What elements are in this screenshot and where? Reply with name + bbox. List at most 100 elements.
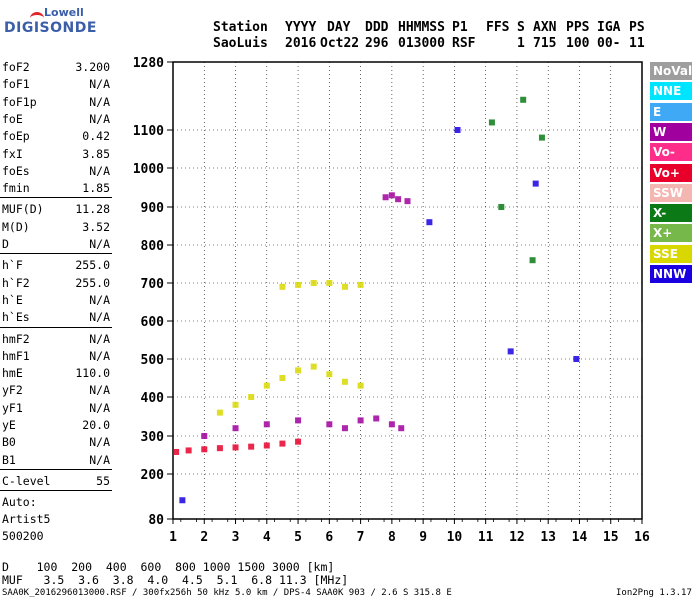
echo-point	[232, 444, 239, 451]
legend-item: SSE	[650, 244, 692, 263]
echo-point	[216, 445, 223, 452]
parameter-row: h`F 255.0	[2, 258, 110, 273]
plot-frame	[172, 61, 643, 520]
parameter-value: N/A	[89, 452, 110, 467]
parameter-name: h`F2	[2, 275, 30, 290]
x-tick-label: 7	[357, 530, 365, 545]
parameter-row: h`Es N/A	[2, 310, 110, 325]
header-label: PPS	[566, 20, 590, 35]
parameter-separator	[0, 253, 112, 255]
parameter-row: yF2 N/A	[2, 383, 110, 398]
parameter-separator	[0, 197, 112, 199]
echo-point	[310, 280, 317, 286]
header-value: 715	[533, 36, 557, 51]
parameter-separator	[0, 468, 112, 470]
x-tick-label: 10	[447, 530, 463, 545]
parameter-row: M(D) 3.52	[2, 220, 110, 235]
header-label: AXN	[533, 20, 557, 35]
autoscaling-text: Artist5	[2, 512, 51, 527]
x-tick-label: 8	[388, 530, 396, 545]
parameter-name: hmF2	[2, 331, 30, 346]
echo-point	[357, 281, 364, 288]
header-value: 296	[365, 36, 389, 51]
parameter-value: 1.85	[82, 181, 110, 196]
x-tick-label: 5	[294, 530, 302, 545]
parameter-row: h`E N/A	[2, 293, 110, 308]
echo-point	[341, 378, 348, 385]
parameter-row: h`F2 255.0	[2, 276, 110, 291]
echo-point	[520, 96, 527, 103]
header-value: 1	[517, 36, 525, 51]
parameter-value: N/A	[89, 237, 110, 251]
parameter-value: 3.200	[75, 60, 110, 74]
header-label: FFS	[486, 20, 510, 35]
parameter-row: MUF(D) 11.28	[2, 202, 110, 217]
parameter-name: h`E	[2, 292, 23, 307]
legend-item: Vo-	[650, 143, 692, 162]
echo-point	[538, 134, 545, 141]
parameter-name: hmF1	[2, 348, 30, 363]
parameter-separator	[0, 326, 112, 328]
echo-point	[382, 194, 389, 201]
lowell-digisonde-logo: Lowell DIGISONDE	[4, 6, 104, 42]
legend-item: X+	[650, 224, 692, 243]
parameter-value: 110.0	[75, 366, 110, 381]
parameter-value: 20.0	[82, 418, 110, 432]
parameter-row: foEs N/A	[2, 164, 110, 179]
parameter-value: 55	[96, 473, 110, 488]
echo-point	[232, 401, 239, 408]
header-value: 11	[629, 36, 645, 51]
echo-point	[398, 425, 405, 432]
echo-point	[263, 421, 270, 428]
parameter-row: fmin 1.85	[2, 181, 110, 196]
header-label: IGA	[597, 20, 621, 35]
echo-point	[248, 443, 255, 450]
echo-point	[263, 382, 270, 389]
x-tick-label: 14	[572, 530, 588, 545]
header-label: Station	[213, 20, 268, 35]
y-tick-label: 1000	[133, 162, 164, 177]
parameter-name: foEp	[2, 129, 30, 144]
header-value: RSF	[452, 36, 476, 51]
header-value: Oct22	[320, 36, 360, 51]
echo-point	[279, 375, 286, 381]
echo-point	[248, 394, 255, 400]
echo-point	[507, 348, 514, 355]
parameter-value: N/A	[89, 310, 110, 325]
x-tick-label: 12	[509, 530, 525, 545]
echo-point	[341, 283, 348, 290]
header-value: 100	[566, 36, 590, 51]
parameter-name: foF2	[2, 60, 30, 74]
y-tick-label: 200	[141, 468, 165, 483]
echo-point	[216, 409, 223, 416]
x-tick-label: 15	[603, 530, 619, 545]
x-tick-label: 3	[232, 530, 240, 545]
echo-point	[357, 382, 364, 389]
parameter-value: 255.0	[75, 258, 110, 273]
echo-point	[295, 281, 302, 288]
parameter-value: 3.52	[82, 219, 110, 234]
header-label: YYYY	[285, 20, 317, 35]
echo-point	[388, 192, 395, 199]
echo-point	[185, 447, 192, 454]
echo-point	[279, 283, 286, 290]
parameter-value: N/A	[89, 383, 110, 398]
footer-file-info: SAA0K_2016296013000.RSF / 300fx256h 50 k…	[2, 588, 452, 598]
echo-point	[295, 367, 302, 374]
header-label: DAY	[327, 20, 351, 35]
y-tick-label: 400	[141, 391, 165, 406]
echo-point	[488, 119, 495, 126]
echo-point	[173, 448, 180, 455]
parameter-name: h`Es	[2, 310, 30, 325]
parameter-row: foF1p N/A	[2, 95, 110, 110]
parameter-value: N/A	[89, 435, 110, 450]
parameter-row: B0 N/A	[2, 435, 110, 450]
echo-point	[454, 127, 461, 133]
legend-item: X-	[650, 204, 692, 223]
y-tick-label: 300	[141, 430, 165, 445]
parameter-row: foF2 3.200	[2, 60, 110, 75]
parameter-name: yF2	[2, 383, 23, 398]
x-tick-label: 1	[169, 530, 177, 545]
parameter-name: MUF(D)	[2, 202, 44, 217]
echo-point	[263, 442, 270, 449]
